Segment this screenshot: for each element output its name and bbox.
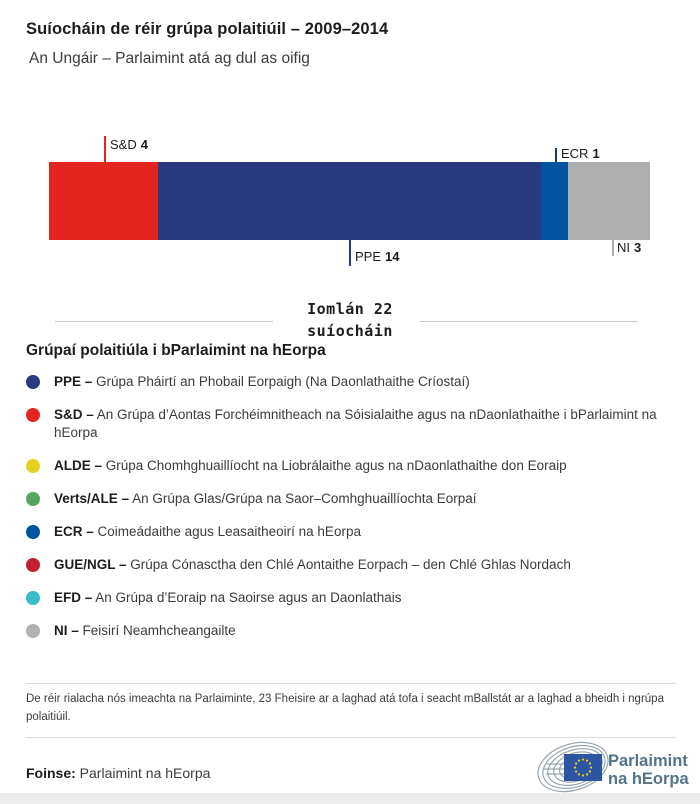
page-subtitle: An Ungáir – Parlaimint atá ag dul as oif… bbox=[29, 50, 310, 67]
legend-description: Grúpa Cónasctha den Chlé Aontaithe Eorpa… bbox=[130, 557, 571, 572]
callout-label-ppe: PPE 14 bbox=[355, 249, 399, 264]
legend-abbr: EFD – bbox=[54, 590, 93, 605]
legend-abbr: NI – bbox=[54, 623, 79, 638]
footer-note: De réir rialacha nós imeachta na Parlaim… bbox=[26, 693, 664, 723]
bar-segment-ppe bbox=[158, 162, 541, 240]
legend-description: Feisirí Neamhcheangailte bbox=[82, 623, 236, 638]
footer-divider-top bbox=[26, 683, 676, 684]
legend-abbr: ECR – bbox=[54, 524, 94, 539]
legend-abbr: GUE/NGL – bbox=[54, 557, 127, 572]
page-title: Suíocháin de réir grúpa polaitiúil – 200… bbox=[26, 20, 389, 38]
legend-item-sd: S&D – An Grúpa d’Aontas Forchéimnitheach… bbox=[26, 406, 676, 442]
total-rule-right bbox=[420, 321, 638, 322]
group-name: PPE bbox=[355, 249, 382, 264]
legend-abbr: Verts/ALE – bbox=[54, 491, 130, 506]
callout-line-sd bbox=[104, 136, 106, 162]
legend-abbr: S&D – bbox=[54, 407, 94, 422]
bar-segment-ni bbox=[568, 162, 650, 240]
ecr-dot-icon bbox=[26, 525, 40, 539]
efd-dot-icon bbox=[26, 591, 40, 605]
group-seats: 4 bbox=[140, 137, 148, 152]
legend-abbr: ALDE – bbox=[54, 458, 103, 473]
group-seats: 14 bbox=[385, 249, 400, 264]
legend-description: An Grúpa d’Aontas Forchéimnitheach na Só… bbox=[54, 407, 657, 440]
legend-heading: Grúpaí polaitiúla i bParlaimint na hEorp… bbox=[26, 342, 326, 359]
logo-text-line1: Parlaimint bbox=[608, 752, 688, 770]
legend-list: PPE – Grúpa Pháirtí an Phobail Eorpaigh … bbox=[26, 373, 676, 655]
total-rule-left bbox=[55, 321, 273, 322]
legend-item-ecr: ECR – Coimeádaithe agus Leasaitheoirí na… bbox=[26, 523, 676, 541]
european-parliament-logo: Parlaimint na hEorpa bbox=[537, 741, 690, 793]
gue-ngl-dot-icon bbox=[26, 558, 40, 572]
footer-divider-bottom bbox=[26, 737, 676, 738]
bottom-strip bbox=[0, 793, 700, 804]
legend-description: Grúpa Chomhghuaillíocht na Liobrálaithe … bbox=[105, 458, 567, 473]
callout-label-sd: S&D 4 bbox=[110, 137, 148, 152]
legend-description: An Grúpa d’Eoraip na Saoirse agus an Dao… bbox=[95, 590, 402, 605]
group-name: NI bbox=[617, 240, 630, 255]
sd-dot-icon bbox=[26, 408, 40, 422]
source-value: Parlaimint na hEorpa bbox=[75, 765, 211, 781]
legend-item-gue-ngl: GUE/NGL – Grúpa Cónasctha den Chlé Aonta… bbox=[26, 556, 676, 574]
verts-ale-dot-icon bbox=[26, 492, 40, 506]
legend-item-alde: ALDE – Grúpa Chomhghuaillíocht na Liobrá… bbox=[26, 457, 676, 475]
group-seats: 1 bbox=[592, 146, 600, 161]
callout-line-ecr bbox=[555, 148, 557, 162]
total-seats-line2: suíocháin bbox=[307, 322, 393, 340]
bar-segment-ecr bbox=[540, 162, 569, 240]
total-seats-line1: Iomlán 22 bbox=[307, 300, 393, 318]
legend-item-ppe: PPE – Grúpa Pháirtí an Phobail Eorpaigh … bbox=[26, 373, 676, 391]
source-line: Foinse: Parlaimint na hEorpa bbox=[26, 765, 210, 781]
group-name: ECR bbox=[561, 146, 589, 161]
legend-description: Grúpa Pháirtí an Phobail Eorpaigh (Na Da… bbox=[96, 374, 470, 389]
legend-item-ni: NI – Feisirí Neamhcheangailte bbox=[26, 622, 676, 640]
logo-text-line2: na hEorpa bbox=[608, 770, 690, 788]
legend-description: Coimeádaithe agus Leasaitheoirí na hEorp… bbox=[97, 524, 361, 539]
legend-description: An Grúpa Glas/Grúpa na Saor–Comhghuaillí… bbox=[132, 491, 477, 506]
legend-item-efd: EFD – An Grúpa d’Eoraip na Saoirse agus … bbox=[26, 589, 676, 607]
source-label: Foinse: bbox=[26, 765, 76, 781]
callout-line-ni bbox=[612, 240, 614, 256]
group-name: S&D bbox=[110, 137, 137, 152]
seats-bar bbox=[49, 162, 650, 240]
callout-line-ppe bbox=[349, 240, 351, 266]
eu-flag-icon bbox=[564, 754, 602, 781]
bar-segment-s-d bbox=[49, 162, 159, 240]
legend-item-verts-ale: Verts/ALE – An Grúpa Glas/Grúpa na Saor–… bbox=[26, 490, 676, 508]
group-seats: 3 bbox=[634, 240, 642, 255]
callout-label-ni: NI 3 bbox=[617, 240, 641, 255]
ppe-dot-icon bbox=[26, 375, 40, 389]
ni-dot-icon bbox=[26, 624, 40, 638]
legend-abbr: PPE – bbox=[54, 374, 93, 389]
alde-dot-icon bbox=[26, 459, 40, 473]
callout-label-ecr: ECR 1 bbox=[561, 146, 600, 161]
